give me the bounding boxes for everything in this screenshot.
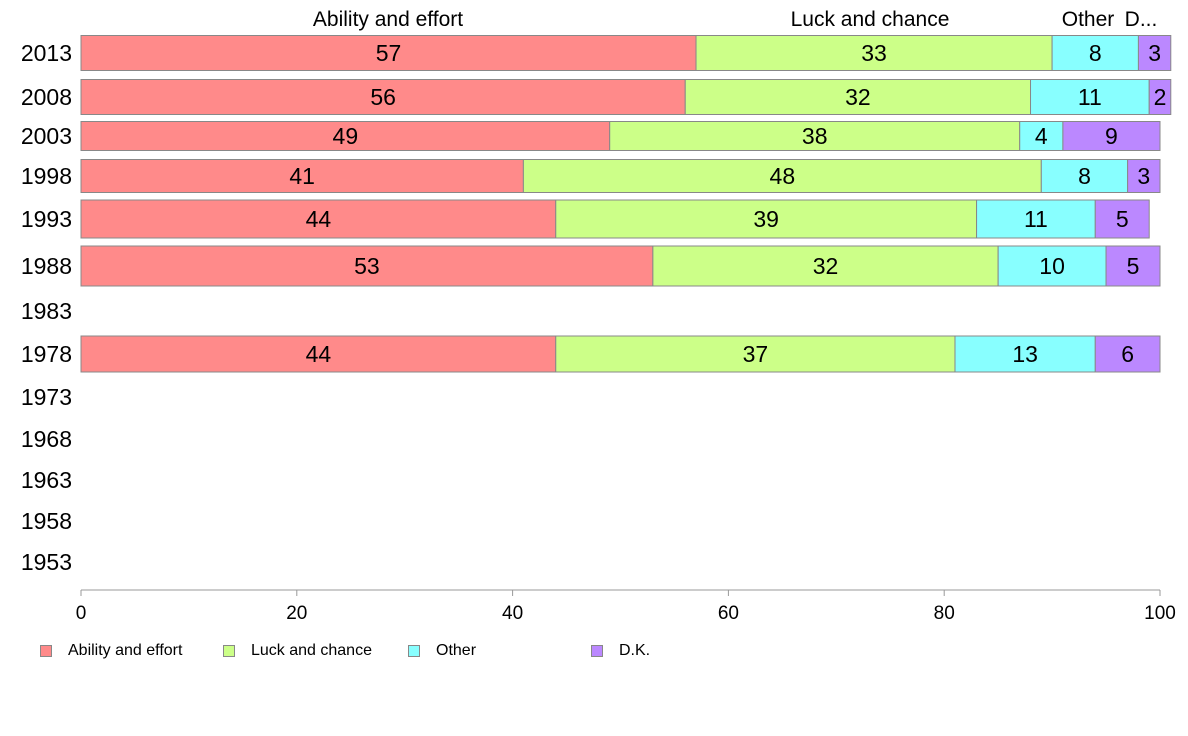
- bar-2008-d-k-: [1148, 79, 1172, 115]
- bar-2003-ability-and-effort: [80, 121, 611, 151]
- bar-1993-d-k-: [1094, 199, 1150, 239]
- legend-label: Other: [436, 642, 477, 659]
- legend-item-luck-and-chance: Luck and chance: [223, 642, 372, 660]
- legend-label: Ability and effort: [68, 642, 183, 659]
- data-label-1998-2: 8: [1078, 163, 1091, 189]
- data-label-2008-3: 2: [1154, 84, 1167, 110]
- top-label-0: Ability and effort: [313, 8, 463, 31]
- bar-1988-d-k-: [1105, 245, 1161, 287]
- y-tick-label-1998: 1998: [21, 163, 72, 189]
- bar-1998-luck-and-chance: [522, 159, 1042, 193]
- bar-1998-ability-and-effort: [80, 159, 524, 193]
- y-tick-label-1953: 1953: [21, 549, 72, 575]
- data-label-2003-3: 9: [1105, 123, 1118, 149]
- x-tick-label-40: 40: [502, 603, 523, 624]
- bar-2013-d-k-: [1137, 35, 1172, 71]
- x-tick-label-100: 100: [1144, 603, 1176, 624]
- y-tick-label-1968: 1968: [21, 426, 72, 452]
- data-label-2003-1: 38: [802, 123, 828, 149]
- bar-2013-luck-and-chance: [695, 35, 1053, 71]
- bar-1988-ability-and-effort: [80, 245, 654, 287]
- bar-1993-other: [976, 199, 1096, 239]
- data-label-1998-3: 3: [1137, 163, 1150, 189]
- data-label-2013-0: 57: [376, 40, 402, 66]
- bar-1988-other: [997, 245, 1107, 287]
- bar-1993-ability-and-effort: [80, 199, 557, 239]
- legend-item-other: Other: [408, 642, 476, 660]
- top-label-3: D...: [1125, 8, 1158, 31]
- top-label-2: Other: [1062, 8, 1115, 31]
- data-label-1978-0: 44: [306, 341, 332, 367]
- bar-2003-other: [1019, 121, 1064, 151]
- data-label-2008-0: 56: [370, 84, 396, 110]
- y-tick-label-1983: 1983: [21, 298, 72, 324]
- data-label-2013-1: 33: [861, 40, 887, 66]
- legend-item-d-k-: D.K.: [591, 642, 650, 660]
- data-label-1993-0: 44: [306, 206, 332, 232]
- legend-label: Luck and chance: [251, 642, 372, 659]
- y-tick-label-2013: 2013: [21, 40, 72, 66]
- bar-2013-other: [1051, 35, 1139, 71]
- bars-group: 57 33 8 356 32 11 249 38 4 941 48 8 344 39 11 553 32 10 54…: [80, 35, 1172, 373]
- legend-swatch: [223, 645, 235, 657]
- legend-swatch: [40, 645, 52, 657]
- bar-1998-d-k-: [1127, 159, 1161, 193]
- data-label-1988-1: 32: [813, 253, 839, 279]
- data-label-2013-2: 8: [1089, 40, 1102, 66]
- data-label-1988-3: 5: [1127, 253, 1140, 279]
- y-axis-year-labels: 2013 2008 2003 1998 1993 1988 1983 1978 1973 1968…: [21, 40, 72, 575]
- bar-2013-ability-and-effort: [80, 35, 697, 71]
- data-label-1998-0: 41: [289, 163, 315, 189]
- y-tick-label-1993: 1993: [21, 206, 72, 232]
- bar-2008-luck-and-chance: [684, 79, 1032, 115]
- bar-2003-luck-and-chance: [609, 121, 1021, 151]
- bar-1988-luck-and-chance: [652, 245, 999, 287]
- y-tick-label-1973: 1973: [21, 384, 72, 410]
- y-tick-label-1978: 1978: [21, 341, 72, 367]
- data-label-1978-1: 37: [743, 341, 769, 367]
- top-label-1: Luck and chance: [791, 8, 950, 31]
- y-tick-label-1963: 1963: [21, 467, 72, 493]
- data-label-2008-1: 32: [845, 84, 871, 110]
- data-label-2003-2: 4: [1035, 123, 1048, 149]
- x-tick-label-20: 20: [286, 603, 307, 624]
- y-tick-label-2008: 2008: [21, 84, 72, 110]
- bar-1993-luck-and-chance: [555, 199, 978, 239]
- bar-2008-ability-and-effort: [80, 79, 686, 115]
- bar-1998-other: [1040, 159, 1129, 193]
- data-label-1988-0: 53: [354, 253, 380, 279]
- x-tick-label-80: 80: [934, 603, 955, 624]
- data-label-1988-2: 10: [1039, 253, 1065, 279]
- legend-item-ability-and-effort: Ability and effort: [40, 642, 182, 660]
- top-series-labels: Ability and effort Luck and chance Other D.…: [313, 8, 1157, 31]
- y-tick-label-1988: 1988: [21, 253, 72, 279]
- data-label-1998-1: 48: [770, 163, 796, 189]
- bar-2003-d-k-: [1062, 121, 1161, 151]
- x-tick-label-60: 60: [718, 603, 739, 624]
- bar-1978-luck-and-chance: [555, 335, 956, 373]
- data-label-2008-2: 11: [1078, 84, 1102, 110]
- x-axis: 0 20 40 60 80 100: [76, 589, 1176, 624]
- data-label-1978-2: 13: [1012, 341, 1038, 367]
- x-tick-label-0: 0: [76, 603, 87, 624]
- data-label-1993-2: 11: [1024, 206, 1048, 232]
- bar-1978-ability-and-effort: [80, 335, 557, 373]
- y-tick-label-1958: 1958: [21, 508, 72, 534]
- data-label-1978-3: 6: [1121, 341, 1134, 367]
- bar-2008-other: [1030, 79, 1150, 115]
- legend-swatch: [408, 645, 420, 657]
- data-label-1993-3: 5: [1116, 206, 1129, 232]
- bar-1978-other: [954, 335, 1096, 373]
- data-label-2003-0: 49: [333, 123, 359, 149]
- y-tick-label-2003: 2003: [21, 123, 72, 149]
- bar-1978-d-k-: [1094, 335, 1161, 373]
- data-label-2013-3: 3: [1148, 40, 1161, 66]
- legend: Ability and effort Luck and chance Other D.…: [40, 642, 740, 664]
- data-label-1993-1: 39: [753, 206, 779, 232]
- legend-swatch: [591, 645, 603, 657]
- legend-label: D.K.: [619, 642, 651, 659]
